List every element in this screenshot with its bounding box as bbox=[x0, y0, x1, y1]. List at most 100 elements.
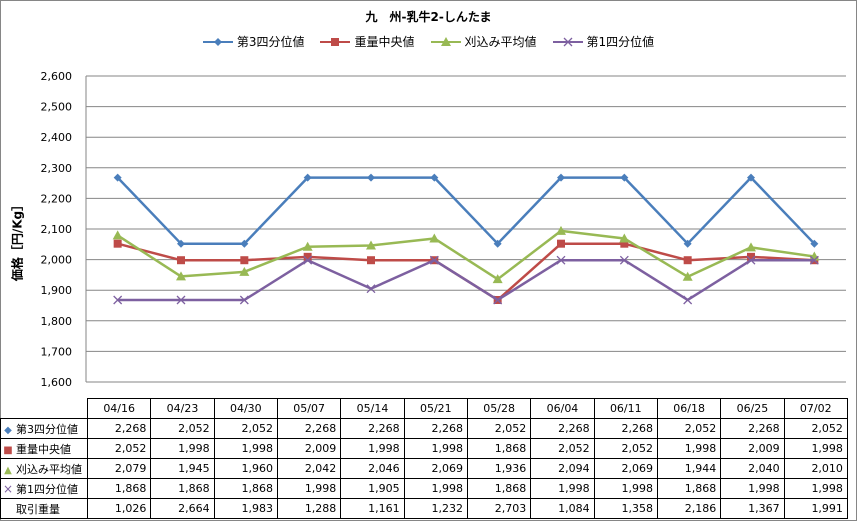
data-point bbox=[367, 256, 375, 265]
y-tick-label: 2,100 bbox=[41, 223, 73, 236]
table-column-header: 05/21 bbox=[403, 398, 468, 419]
table-cell: 2,052 bbox=[783, 418, 848, 439]
y-tick-label: 1,900 bbox=[41, 284, 73, 297]
table-cell: 1,868 bbox=[213, 478, 278, 499]
table-row: ■ 重量中央値 2,052 1,998 1,998 2,009 1,998 1,998 1,86… bbox=[0, 438, 848, 459]
table-cell: 1,998 bbox=[783, 438, 848, 459]
table-row-header: ■ 重量中央値 bbox=[0, 438, 88, 459]
table-cell: 1,998 bbox=[340, 438, 405, 459]
table-cell: 1,944 bbox=[656, 458, 722, 479]
table-cell: 1,026 bbox=[86, 498, 152, 519]
data-point bbox=[113, 239, 122, 248]
series-line-0 bbox=[116, 176, 816, 245]
legend-item-q1: 第1四分位値 bbox=[552, 33, 655, 50]
data-point bbox=[747, 252, 755, 261]
data-point bbox=[176, 271, 186, 281]
row-marker-icon: ◆ bbox=[4, 424, 12, 436]
table-cell: 1,998 bbox=[656, 438, 722, 459]
table-cell: 1,905 bbox=[340, 478, 405, 499]
data-point bbox=[492, 274, 503, 284]
table-cell: 1,868 bbox=[466, 478, 532, 499]
data-point bbox=[620, 173, 629, 182]
table-row: ▲ 刈込み平均値 2,079 1,945 1,960 2,042 2,046 2,069 1,9… bbox=[0, 458, 848, 479]
table-header-row: 04/16 04/23 04/30 05/07 05/14 05/21 05/28 06/04… bbox=[0, 398, 848, 419]
table-cell: 2,009 bbox=[276, 438, 342, 459]
table-cell: 2,052 bbox=[593, 438, 658, 459]
table-cell: 2,069 bbox=[403, 458, 468, 479]
data-point bbox=[556, 225, 566, 235]
table-cell: 1,998 bbox=[213, 438, 278, 459]
table-cell: 1,161 bbox=[340, 498, 405, 519]
table-cell: 1,288 bbox=[276, 498, 342, 519]
legend-q1-marker bbox=[552, 37, 583, 46]
data-point bbox=[112, 230, 123, 240]
data-point bbox=[557, 239, 565, 248]
data-point bbox=[493, 295, 503, 305]
data-point bbox=[303, 255, 313, 265]
data-point bbox=[619, 233, 630, 243]
table-cell: 2,009 bbox=[720, 438, 785, 459]
row-marker-icon: ▲ bbox=[4, 464, 12, 476]
row-label: 刈込み平均値 bbox=[16, 462, 82, 476]
table-row-header: ▲ 刈込み平均値 bbox=[0, 458, 88, 479]
data-point bbox=[682, 271, 693, 281]
table-column-header: 05/28 bbox=[466, 398, 532, 419]
legend: 第3四分位値 重量中央値 刈込み平均値 第1四分位値 bbox=[0, 33, 857, 50]
y-tick-label: 2,600 bbox=[41, 70, 73, 83]
plot-area: 1,600 1,700 1,800 1,900 2,000 2,100 2,200 2,300… bbox=[41, 70, 846, 389]
data-table: 04/16 04/23 04/30 05/07 05/14 05/21 05/28 06/04… bbox=[0, 398, 848, 519]
table-cell: 2,010 bbox=[783, 458, 848, 479]
data-point bbox=[683, 295, 693, 305]
data-point bbox=[239, 295, 249, 305]
table-cell: 2,042 bbox=[276, 458, 342, 479]
data-point bbox=[367, 173, 375, 182]
table-column-header: 06/04 bbox=[530, 398, 595, 419]
data-point bbox=[810, 239, 819, 248]
legend-trimmed-mean-label: 刈込み平均値 bbox=[464, 35, 537, 49]
legend-median-label: 重量中央値 bbox=[354, 35, 415, 49]
table-cell: 2,094 bbox=[530, 458, 595, 479]
table-cell: 1,998 bbox=[720, 478, 785, 499]
data-point bbox=[177, 239, 185, 248]
table-row-header: 取引重量 bbox=[0, 498, 88, 519]
table-row: × 第1四分位値 1,868 1,868 1,868 1,998 1,905 1,998 1,8… bbox=[0, 478, 848, 499]
table-column-header: 06/11 bbox=[593, 398, 658, 419]
row-marker-icon: ■ bbox=[3, 444, 13, 456]
table-cell: 1,998 bbox=[783, 478, 848, 499]
table-cell: 2,069 bbox=[593, 458, 658, 479]
legend-trimmed-mean-marker bbox=[430, 36, 461, 46]
table-column-header: 04/30 bbox=[213, 398, 278, 419]
legend-q1-label: 第1四分位値 bbox=[586, 35, 655, 49]
data-point bbox=[366, 284, 376, 294]
table-cell: 1,868 bbox=[86, 478, 152, 499]
series-line-1 bbox=[117, 242, 815, 302]
y-tick-label: 1,800 bbox=[41, 315, 73, 328]
data-point bbox=[429, 255, 439, 265]
series-line-3 bbox=[117, 258, 815, 302]
data-point bbox=[239, 266, 250, 276]
data-point bbox=[620, 239, 629, 248]
data-point bbox=[176, 295, 186, 305]
table-cell: 2,268 bbox=[86, 418, 152, 439]
table-cell: 2,052 bbox=[656, 418, 722, 439]
table-row-header: ◆ 第3四分位値 bbox=[0, 418, 88, 439]
legend-q3-marker bbox=[202, 37, 233, 46]
data-point bbox=[557, 173, 565, 182]
table-cell: 2,046 bbox=[340, 458, 405, 479]
data-point bbox=[240, 239, 249, 248]
table-cell: 1,998 bbox=[593, 478, 658, 499]
data-point bbox=[430, 173, 439, 182]
y-tick-label: 1,600 bbox=[41, 376, 73, 389]
data-point bbox=[303, 173, 312, 182]
table-cell: 1,945 bbox=[150, 458, 215, 479]
data-point bbox=[177, 256, 185, 265]
table-column-header: 06/25 bbox=[720, 398, 785, 419]
table-cell: 2,268 bbox=[403, 418, 468, 439]
data-point bbox=[366, 240, 376, 250]
data-point bbox=[683, 239, 692, 248]
data-point bbox=[747, 173, 755, 182]
table-cell: 1,998 bbox=[276, 478, 342, 499]
table-cell: 2,664 bbox=[150, 498, 215, 519]
table-cell: 1,868 bbox=[656, 478, 722, 499]
table-cell: 2,079 bbox=[86, 458, 152, 479]
